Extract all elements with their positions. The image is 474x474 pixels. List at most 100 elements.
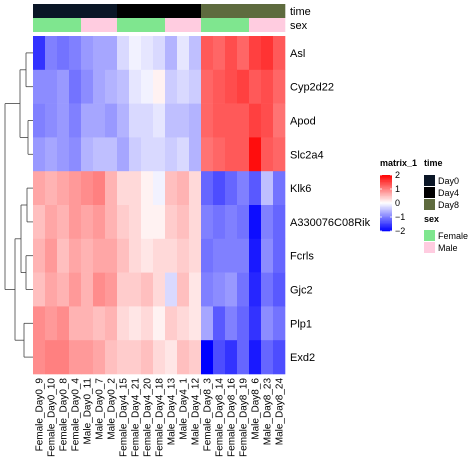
heatmap-cell [165, 69, 178, 104]
heatmap-cell [93, 340, 106, 375]
heatmap-cell [141, 340, 154, 375]
heatmap-cell [273, 171, 286, 206]
heatmap-cell [105, 340, 118, 375]
heatmap-cell [153, 137, 166, 172]
heatmap-cell [141, 171, 154, 206]
heatmap-cell [225, 137, 238, 172]
row-label: Klk6 [290, 183, 311, 195]
color-legend-gradient-step [380, 182, 392, 184]
heatmap-cell [105, 103, 118, 138]
time-annotation-cell [225, 4, 238, 18]
color-legend-gradient-step [380, 179, 392, 181]
heatmap-cell [57, 272, 70, 307]
heatmap-cell [117, 36, 130, 71]
heatmap-cell [213, 103, 226, 138]
color-legend-label: 2 [395, 170, 400, 180]
heatmap-cell [225, 36, 238, 71]
heatmap-cell [249, 238, 262, 273]
heatmap-cell [105, 171, 118, 206]
heatmap-cell [213, 36, 226, 71]
color-legend-gradient-step [380, 198, 392, 201]
time-annotation-cell [273, 4, 286, 18]
color-legend-gradient-step [380, 225, 392, 228]
time-legend-label: Day4 [438, 188, 459, 198]
heatmap-cell [57, 306, 70, 341]
heatmap-cell [213, 69, 226, 104]
heatmap-cell [153, 36, 166, 71]
sex-annotation-cell [69, 18, 82, 32]
heatmap-cell [165, 103, 178, 138]
heatmap-cell [117, 69, 130, 104]
time-annotation-cell [177, 4, 190, 18]
heatmap-cell [81, 272, 94, 307]
heatmap-cell [201, 36, 214, 71]
heatmap-cell [165, 137, 178, 172]
heatmap-cell [237, 306, 250, 341]
heatmap-cell [177, 36, 190, 71]
sex-annotation-cell [189, 18, 202, 32]
color-legend-gradient-step [380, 193, 392, 195]
color-legend-gradient-step [380, 187, 392, 190]
color-legend-gradient-step [380, 200, 392, 202]
heatmap-cell [129, 306, 142, 341]
heatmap-cell [165, 36, 178, 71]
heatmap-cell [33, 238, 46, 273]
color-legend-gradient-step [380, 203, 392, 205]
column-label: Female_Day4_20 [143, 378, 154, 457]
heatmap-cell [93, 171, 106, 206]
sex-annotation-cell [153, 18, 166, 32]
row-label: A330076C08Rik [290, 217, 371, 229]
sex-legend-swatch [424, 242, 435, 253]
sex-annotation-cell [201, 18, 214, 32]
heatmap-cell [201, 340, 214, 375]
heatmap-cell [177, 306, 190, 341]
heatmap-cell [117, 205, 130, 240]
heatmap-cell [177, 103, 190, 138]
heatmap-cell [273, 69, 286, 104]
heatmap-cell [69, 340, 82, 375]
heatmap-cell [249, 306, 262, 341]
column-label: Female_Day8_3 [203, 378, 214, 452]
heatmap-cell [81, 306, 94, 341]
heatmap-cell [129, 340, 142, 375]
column-label: Female_Day4_15 [119, 378, 130, 457]
heatmap-cell [141, 238, 154, 273]
heatmap-cell [273, 103, 286, 138]
column-label: Male_Day8_6 [251, 378, 262, 440]
time-legend-swatch [424, 175, 435, 186]
heatmap-cell [165, 272, 178, 307]
heatmap-cell [177, 137, 190, 172]
heatmap-cell [33, 205, 46, 240]
time-legend-label: Day0 [438, 176, 459, 186]
heatmap-cell [141, 137, 154, 172]
color-legend-gradient-step [380, 210, 392, 212]
heatmap-cell [261, 272, 274, 307]
heatmap-cell [225, 171, 238, 206]
heatmap-cell [273, 36, 286, 71]
heatmap-cell [225, 103, 238, 138]
sex-annotation-cell [45, 18, 58, 32]
time-annotation-cell [33, 4, 46, 18]
column-label: Male_Day0_7 [95, 378, 106, 440]
row-label: Asl [290, 48, 305, 60]
color-legend-label: 0 [395, 198, 400, 208]
heatmap-cell [105, 36, 118, 71]
heatmap-cell [261, 103, 274, 138]
time-annotation-cell [249, 4, 262, 18]
color-legend-gradient-step [380, 222, 392, 225]
color-legend-gradient-step [380, 214, 392, 216]
heatmap-cell [261, 306, 274, 341]
heatmap-cell [189, 238, 202, 273]
sex-legend-title: sex [424, 214, 439, 224]
heatmap-cell [273, 205, 286, 240]
heatmap-cell [177, 272, 190, 307]
heatmap-cell [141, 103, 154, 138]
heatmap-cell [165, 171, 178, 206]
heatmap-cell [81, 340, 94, 375]
sex-annotation-cell [261, 18, 274, 32]
row-label: Fcrls [290, 251, 314, 263]
sex-annotation-cell [165, 18, 178, 32]
time-annotation-cell [81, 4, 94, 18]
heatmap-cell [261, 205, 274, 240]
heatmap-cell [213, 137, 226, 172]
